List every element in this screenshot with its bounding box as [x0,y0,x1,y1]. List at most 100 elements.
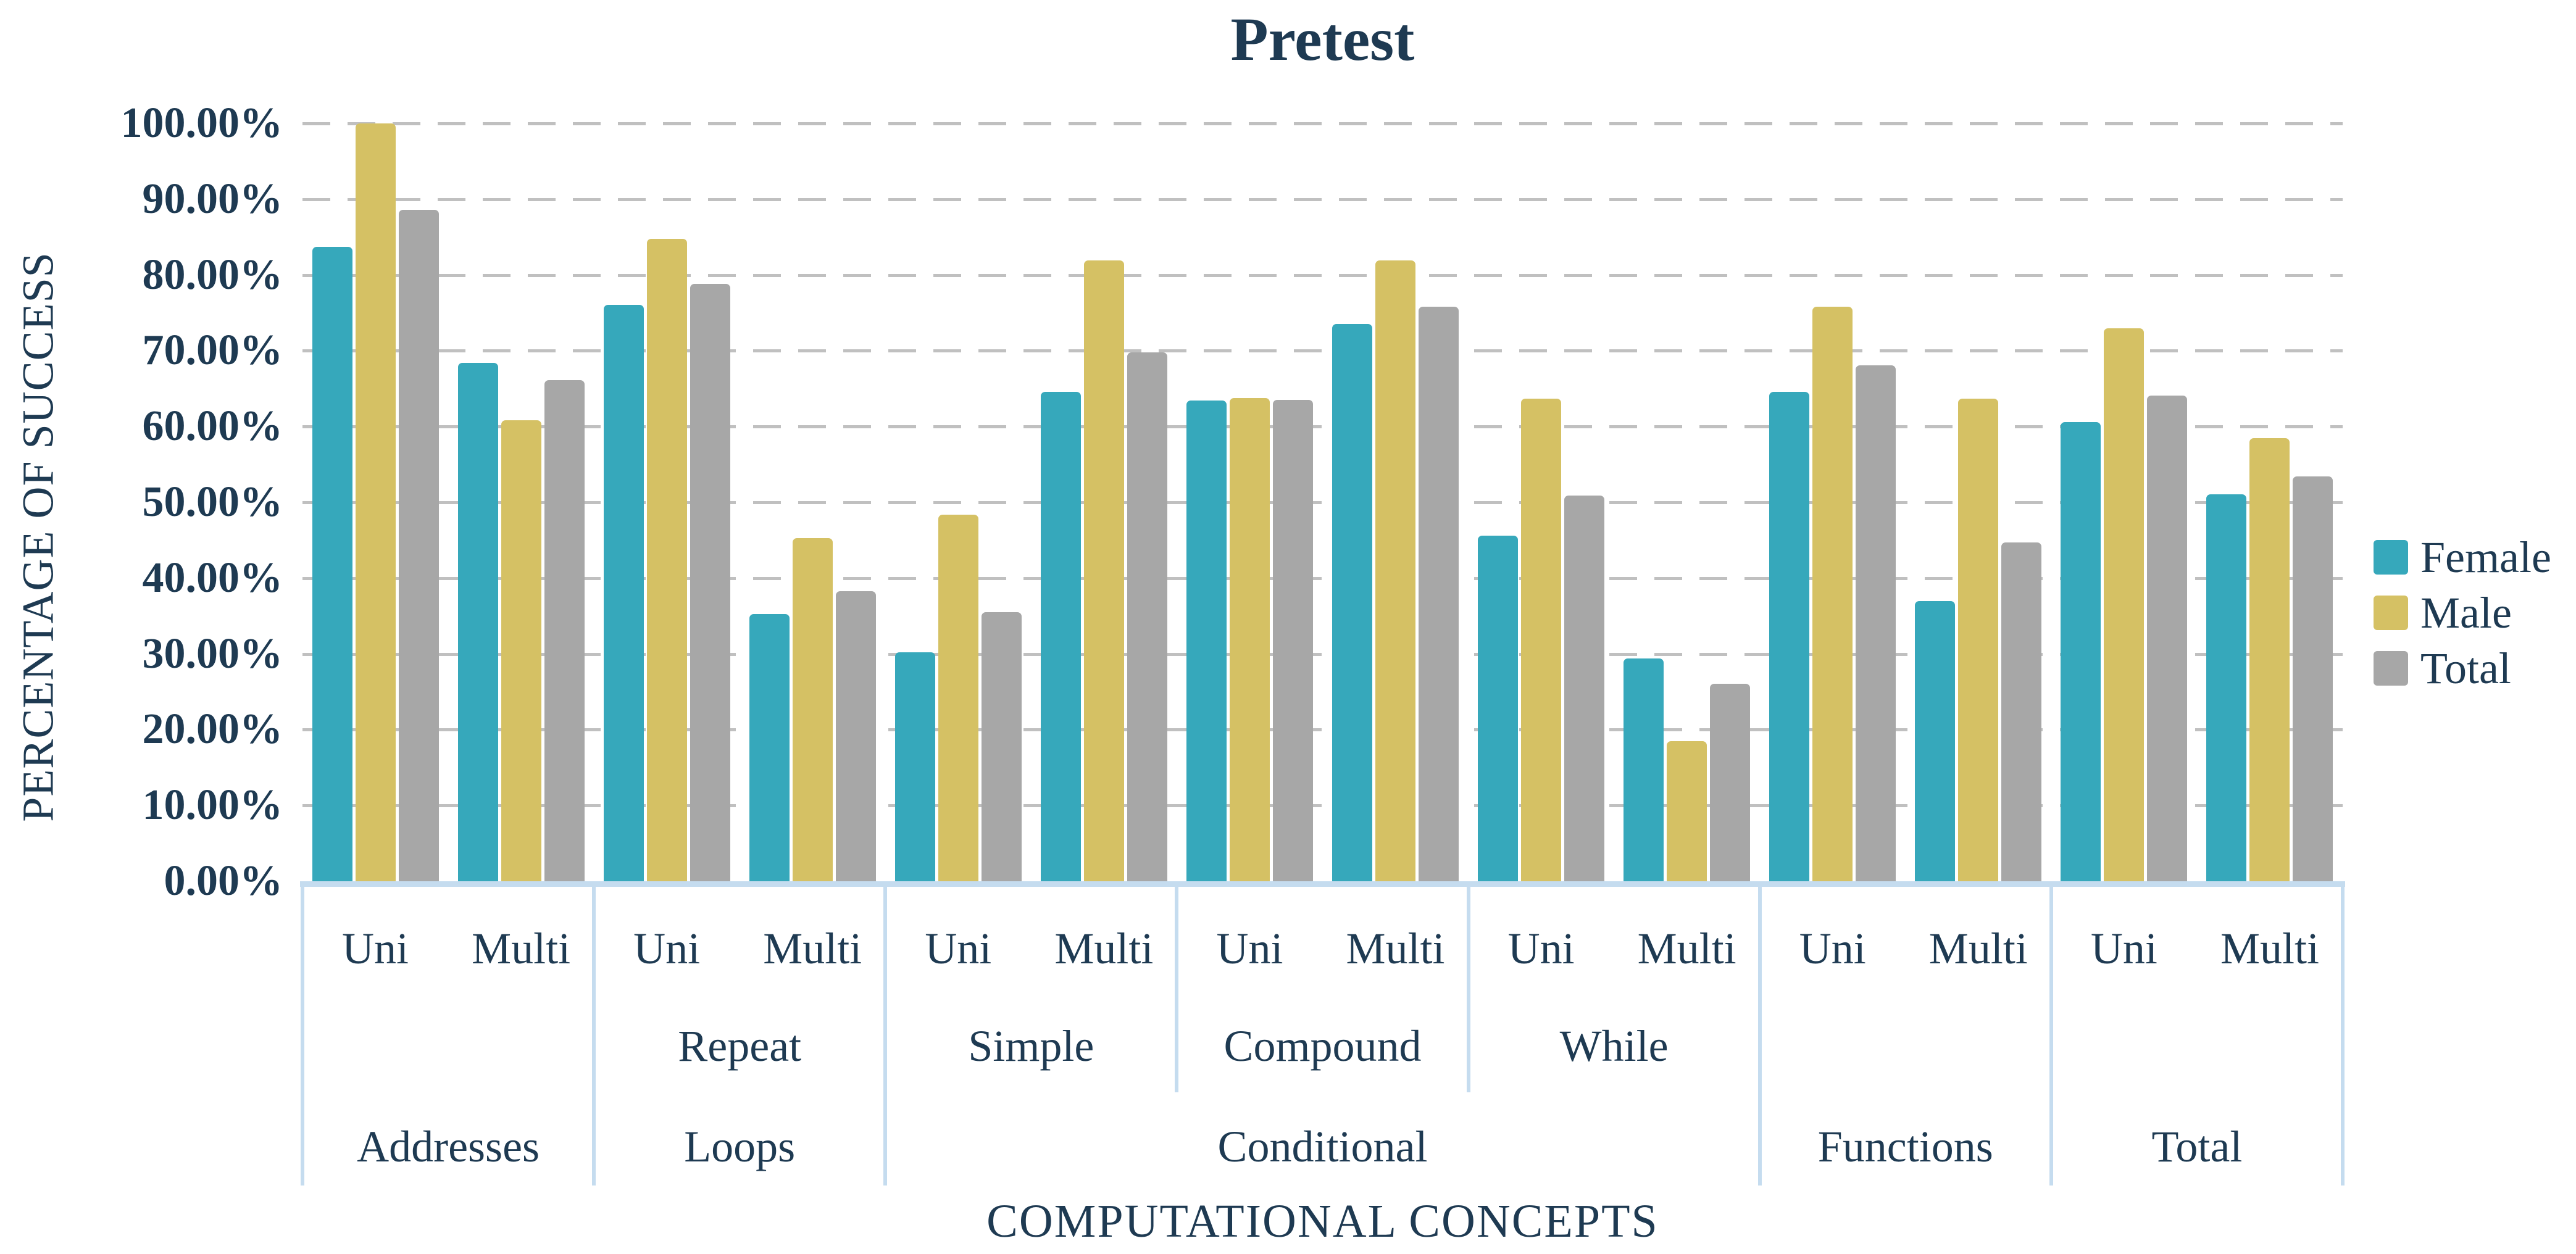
bar-loops-multi-male [792,538,833,881]
bar-functions-uni-female [1769,391,1810,881]
x-label-multi-functions: Multi [1928,924,2028,973]
bar-group-conditional-multi [1614,123,1760,881]
x-sublabel-while: While [1559,1021,1669,1071]
x-concept-label-functions: Functions [1817,1122,1993,1171]
bar-addresses-multi-male [501,420,541,881]
bar-conditional-uni-female [894,652,935,881]
y-tick-label: 40.00% [142,554,283,602]
x-sublabel-repeat: Repeat [678,1021,802,1071]
bar-group-loops-uni [594,123,740,881]
bar-group-conditional-multi [1031,123,1177,881]
x-label-multi-conditional: Multi [1346,924,1445,973]
bar-group-total-multi [2197,123,2343,881]
subsection-divider [1466,881,1470,1092]
legend-swatch-female [2374,540,2408,575]
bar-loops-uni-total [690,284,730,881]
legend-label-female: Female [2420,532,2551,582]
bar-loops-uni-female [603,304,644,881]
bar-loops-multi-total [835,591,876,881]
bar-group-addresses-uni [302,123,448,881]
legend: Female Male Total [2374,529,2551,696]
bar-conditional-uni-total [981,612,1022,881]
bar-conditional-multi-male [1667,741,1707,881]
gridline [302,804,2343,808]
x-concept-label-conditional: Conditional [1217,1122,1428,1171]
bar-conditional-uni-male [1521,398,1562,881]
bar-group-functions-multi [1906,123,2051,881]
bar-group-conditional-uni [1177,123,1322,881]
bar-conditional-multi-female [1624,658,1664,881]
x-label-uni-addresses: Uni [342,924,409,973]
x-sublabel-compound: Compound [1223,1021,1422,1071]
bar-group-conditional-uni [885,123,1031,881]
bar-conditional-multi-total [1127,352,1167,881]
bar-group-conditional-uni [1469,123,1614,881]
plot-area [302,122,2343,881]
x-label-multi-loops: Multi [763,924,862,973]
x-sublabel-simple: Simple [968,1021,1094,1071]
bar-conditional-uni-total [1272,400,1313,881]
bar-addresses-uni-male [355,123,396,881]
gridline [302,273,2343,277]
x-label-uni-conditional: Uni [925,924,992,973]
gridline [302,197,2343,201]
x-concept-label-addresses: Addresses [357,1122,540,1171]
y-tick-label: 70.00% [142,326,283,375]
y-tick-label: 60.00% [142,402,283,451]
x-axis-title: COMPUTATIONAL CONCEPTS [986,1195,1659,1247]
bar-addresses-multi-female [457,363,498,881]
gridline [302,576,2343,580]
bar-functions-multi-male [1958,398,1999,881]
bar-conditional-multi-total [1710,683,1751,881]
bar-total-multi-male [2249,438,2290,881]
bar-conditional-multi-male [1083,260,1124,881]
bar-functions-multi-female [1915,600,1956,881]
gridline [302,728,2343,732]
y-tick-label: 10.00% [142,781,283,829]
chart-title: Pretest [1230,5,1415,73]
section-divider [883,881,888,1185]
gridline [302,501,2343,504]
y-tick-label: 30.00% [142,629,283,678]
legend-label-male: Male [2420,588,2512,637]
bar-group-addresses-multi [448,123,594,881]
x-axis-line [300,881,2345,887]
section-divider [2341,881,2345,1185]
gridline [302,652,2343,656]
x-label-multi-addresses: Multi [472,924,571,973]
bar-conditional-multi-female [1332,324,1373,881]
bar-group-functions-uni [1760,123,1906,881]
x-label-uni-conditional: Uni [1216,924,1283,973]
bar-addresses-multi-total [544,380,585,881]
bar-functions-uni-total [1856,365,1896,881]
legend-swatch-total [2374,651,2408,686]
bar-group-conditional-multi [1323,123,1469,881]
y-tick-label: 20.00% [142,705,283,754]
x-label-multi-total: Multi [2220,924,2319,973]
bar-total-uni-female [2061,421,2101,881]
legend-label-total: Total [2420,643,2511,693]
bar-group-loops-multi [740,123,885,881]
x-label-uni-total: Uni [2090,924,2157,973]
legend-item-female: Female [2374,529,2551,585]
gridline [302,349,2343,353]
bar-total-multi-female [2206,494,2247,881]
bar-conditional-multi-total [1419,307,1459,881]
y-tick-label: 0.00% [164,857,283,905]
bar-conditional-uni-male [938,514,978,881]
y-tick-label: 80.00% [142,251,283,299]
bar-loops-multi-female [749,613,790,881]
bar-addresses-uni-total [398,210,439,881]
section-divider [2049,881,2053,1185]
x-label-uni-loops: Uni [633,924,701,973]
bar-functions-uni-male [1812,307,1853,881]
bar-conditional-multi-male [1375,260,1416,881]
gridline [302,122,2343,125]
section-divider [1757,881,1762,1185]
bar-conditional-uni-male [1229,397,1270,881]
bar-conditional-uni-female [1478,536,1519,881]
bar-functions-multi-total [2001,542,2042,881]
bar-total-uni-total [2147,395,2188,881]
subsection-divider [1175,881,1179,1092]
